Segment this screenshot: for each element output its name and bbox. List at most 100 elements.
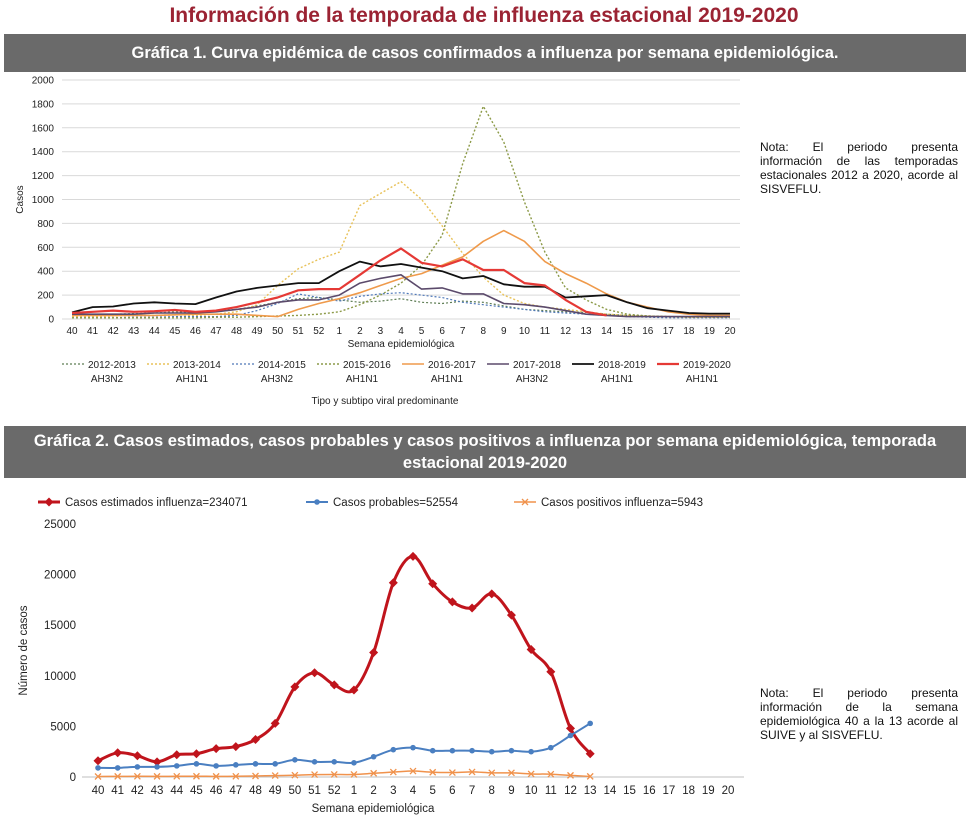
chart1-legend-title: Tipo y subtipo viral predominante [312, 396, 459, 407]
chart2-point [548, 744, 554, 751]
chart1-x-tick-label: 11 [540, 326, 551, 337]
chart2-point [95, 765, 101, 771]
chart2-point [429, 747, 436, 754]
chart1-x-tick-label: 3 [378, 326, 384, 337]
chart1-x-tick-label: 43 [128, 326, 140, 337]
chart2-title-banner: Gráfica 2. Casos estimados, casos probab… [4, 426, 966, 478]
chart1-x-tick-label: 9 [501, 326, 507, 337]
chart2-y-tick-label: 5000 [50, 721, 76, 733]
chart2-x-tick-label: 42 [131, 785, 144, 797]
chart1-legend-label: 2012-2013 [88, 360, 136, 371]
chart2-point [233, 762, 239, 768]
chart2-x-tick-label: 17 [663, 785, 676, 797]
chart1-y-tick-label: 1600 [32, 123, 55, 134]
chart2-point [173, 772, 181, 780]
chart2-point [428, 579, 438, 589]
chart1-series-line-2018-2019 [71, 260, 730, 315]
chart2-point [507, 769, 515, 777]
chart2-point [252, 772, 259, 780]
chart1-y-tick-label: 0 [48, 315, 54, 326]
chart2-legend-label: Casos positivos influenza=5943 [541, 497, 703, 509]
chart2-x-tick-label: 3 [390, 785, 396, 797]
chart2-point [270, 718, 280, 728]
chart2-point [94, 773, 102, 780]
chart2-note: Nota: El periodo presenta información de… [760, 686, 958, 742]
chart2-point [134, 764, 141, 770]
chart2-point [311, 759, 318, 765]
chart2-point [410, 744, 416, 751]
chart2-point [154, 764, 160, 770]
chart2-point [389, 768, 397, 776]
chart2-point [272, 761, 278, 767]
chart2-point [508, 747, 515, 754]
chart2-point [211, 744, 221, 754]
chart1-y-tick-label: 1000 [32, 195, 55, 206]
chart2-point [291, 771, 299, 779]
chart1-x-tick-label: 20 [724, 326, 736, 337]
chart2-point [331, 759, 338, 765]
chart2-x-tick-label: 52 [328, 785, 341, 797]
chart2-point [232, 772, 240, 780]
chart2-point [251, 735, 260, 745]
chart2-point [487, 589, 497, 599]
chart2-point [409, 767, 417, 775]
chart1-y-tick-label: 800 [37, 219, 54, 230]
chart1-y-tick-label: 600 [37, 243, 54, 254]
chart2-x-tick-label: 51 [308, 785, 321, 797]
chart1-x-tick-label: 50 [272, 326, 284, 337]
chart1-legend-subtype: AH3N2 [91, 374, 124, 385]
chart1-x-tick-label: 42 [108, 326, 120, 337]
chart2-x-tick-label: 11 [545, 785, 557, 797]
chart2-y-tick-label: 15000 [44, 620, 76, 632]
chart2-legend-marker [44, 497, 54, 507]
chart1-x-tick-label: 51 [293, 326, 305, 337]
chart2-point [152, 757, 162, 767]
chart2-point [212, 772, 220, 780]
chart1-legend-subtype: AH3N2 [516, 374, 549, 385]
chart2-legend-label: Casos estimados influenza=234071 [65, 497, 248, 509]
chart1-series-line-2019-2020 [71, 247, 607, 317]
chart1-legend-subtype: AH1N1 [176, 374, 209, 385]
chart1-y-axis-label: Casos [15, 185, 26, 213]
chart2-point [388, 578, 398, 588]
chart1-x-tick-label: 1 [337, 326, 343, 337]
chart2-point [370, 753, 377, 760]
page-title: Información de la temporada de influenza… [169, 4, 799, 27]
chart2-point [370, 769, 378, 777]
chart2-x-axis-label: Semana epidemiológica [312, 803, 435, 815]
chart2-point [587, 720, 593, 727]
chart2-x-tick-label: 19 [702, 785, 715, 797]
chart1-x-tick-label: 19 [704, 326, 716, 337]
chart2-x-tick-label: 8 [489, 785, 495, 797]
chart2-point [114, 765, 121, 771]
chart2-x-tick-label: 44 [170, 785, 183, 797]
chart1-legend-label: 2015-2016 [343, 360, 391, 371]
chart2-point [585, 749, 595, 759]
chart2-point [566, 723, 575, 733]
chart1-series-line-2012-2013 [71, 296, 730, 318]
chart2-point [193, 761, 200, 767]
chart2-y-tick-label: 0 [70, 772, 76, 784]
chart1-legend-subtype: AH1N1 [686, 374, 719, 385]
chart2-point [329, 680, 339, 690]
chart1-x-tick-label: 5 [419, 326, 425, 337]
chart1-legend-subtype: AH1N1 [601, 374, 634, 385]
chart1-x-tick-label: 12 [560, 326, 572, 337]
chart2-x-tick-label: 45 [190, 785, 203, 797]
chart1-x-tick-label: 4 [398, 326, 404, 337]
chart1-x-tick-label: 14 [601, 326, 613, 337]
chart2-point [390, 746, 397, 753]
chart2-x-tick-label: 14 [603, 785, 616, 797]
chart1-legend-subtype: AH3N2 [261, 374, 294, 385]
chart2-point [527, 770, 535, 778]
chart2-x-tick-label: 2 [370, 785, 376, 797]
chart2-point [369, 648, 379, 658]
chart2-point [526, 644, 536, 654]
chart1-x-tick-label: 44 [149, 326, 161, 337]
chart2-x-tick-label: 40 [92, 785, 105, 797]
chart1-legend-label: 2013-2014 [173, 360, 221, 371]
chart1-x-tick-label: 7 [460, 326, 466, 337]
chart2-y-tick-label: 20000 [44, 570, 76, 582]
chart2-legend-label: Casos probables=52554 [333, 497, 459, 509]
